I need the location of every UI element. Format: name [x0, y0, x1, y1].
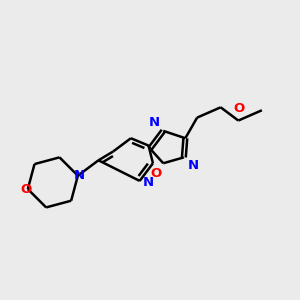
- Text: O: O: [21, 183, 32, 196]
- Text: O: O: [151, 167, 162, 180]
- Text: O: O: [233, 102, 244, 115]
- Text: N: N: [74, 169, 85, 182]
- Text: N: N: [188, 159, 199, 172]
- Text: N: N: [143, 176, 154, 189]
- Text: N: N: [148, 116, 160, 129]
